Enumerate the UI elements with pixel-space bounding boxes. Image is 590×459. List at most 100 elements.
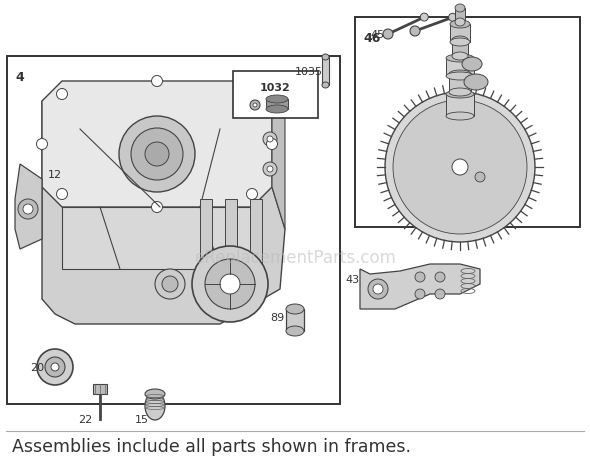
Ellipse shape [145, 389, 165, 399]
Circle shape [192, 246, 268, 322]
Bar [200, 200, 212, 269]
Circle shape [220, 274, 240, 294]
Circle shape [452, 160, 468, 176]
Circle shape [435, 272, 445, 282]
Circle shape [385, 93, 535, 242]
Circle shape [267, 167, 273, 173]
Ellipse shape [462, 58, 482, 72]
Circle shape [267, 139, 277, 150]
Circle shape [263, 133, 277, 147]
Bar [233, 72, 318, 119]
Ellipse shape [449, 89, 471, 97]
Text: 12: 12 [48, 170, 62, 179]
Text: 20: 20 [30, 362, 44, 372]
Circle shape [205, 259, 255, 309]
Ellipse shape [446, 91, 474, 99]
Circle shape [448, 14, 457, 22]
Text: 46: 46 [363, 32, 381, 45]
Ellipse shape [446, 73, 474, 81]
Bar [446, 59, 474, 77]
Text: eReplacementParts.com: eReplacementParts.com [194, 248, 396, 266]
Text: 1035: 1035 [295, 67, 323, 77]
Circle shape [415, 289, 425, 299]
Text: 4: 4 [15, 71, 24, 84]
Ellipse shape [286, 304, 304, 314]
Ellipse shape [450, 39, 470, 47]
Bar [446, 95, 474, 117]
Ellipse shape [452, 53, 468, 61]
Text: 1032: 1032 [260, 83, 291, 93]
Circle shape [247, 189, 257, 200]
Ellipse shape [266, 106, 288, 114]
Ellipse shape [449, 71, 471, 79]
Ellipse shape [464, 75, 488, 91]
Circle shape [37, 349, 73, 385]
Circle shape [373, 285, 383, 294]
Circle shape [383, 30, 393, 40]
Ellipse shape [446, 55, 474, 63]
Circle shape [410, 27, 420, 37]
Ellipse shape [455, 19, 465, 27]
Circle shape [247, 90, 257, 100]
Polygon shape [272, 102, 285, 230]
Circle shape [155, 269, 185, 299]
Circle shape [45, 357, 65, 377]
Circle shape [162, 276, 178, 292]
Circle shape [23, 205, 33, 214]
Circle shape [250, 101, 260, 111]
Bar [286, 309, 304, 331]
Polygon shape [360, 264, 480, 309]
Circle shape [37, 139, 48, 150]
Circle shape [263, 103, 277, 117]
Ellipse shape [145, 392, 165, 420]
Circle shape [368, 280, 388, 299]
Text: 45: 45 [370, 30, 384, 40]
Bar [250, 200, 262, 269]
Bar [93, 384, 107, 394]
Text: 15: 15 [135, 414, 149, 424]
Ellipse shape [286, 326, 304, 336]
Bar [450, 25, 470, 43]
Circle shape [253, 104, 257, 108]
Ellipse shape [452, 37, 468, 45]
Bar [455, 9, 465, 23]
Circle shape [57, 189, 67, 200]
Circle shape [145, 143, 169, 167]
Ellipse shape [322, 83, 329, 89]
Text: 43: 43 [345, 274, 359, 285]
Bar [225, 200, 237, 269]
Circle shape [152, 202, 162, 213]
Circle shape [267, 107, 273, 113]
Text: Assemblies include all parts shown in frames.: Assemblies include all parts shown in fr… [12, 437, 411, 455]
Circle shape [435, 289, 445, 299]
Polygon shape [15, 165, 42, 249]
Ellipse shape [446, 113, 474, 121]
Ellipse shape [455, 5, 465, 13]
Bar [7, 57, 340, 404]
Circle shape [152, 76, 162, 87]
Bar [452, 41, 468, 57]
Circle shape [393, 101, 527, 235]
Polygon shape [62, 207, 252, 269]
Bar [322, 58, 329, 86]
Ellipse shape [266, 96, 288, 104]
Text: 22: 22 [78, 414, 92, 424]
Circle shape [415, 272, 425, 282]
Ellipse shape [322, 55, 329, 61]
Ellipse shape [450, 21, 470, 29]
Circle shape [18, 200, 38, 219]
Circle shape [475, 173, 485, 183]
Text: 89: 89 [270, 312, 284, 322]
Circle shape [263, 162, 277, 177]
Circle shape [420, 14, 428, 22]
Circle shape [131, 129, 183, 180]
Bar [266, 100, 288, 110]
Circle shape [267, 137, 273, 143]
Bar [355, 18, 580, 228]
Polygon shape [42, 102, 285, 325]
Bar [449, 75, 471, 93]
Circle shape [51, 363, 59, 371]
Circle shape [57, 90, 67, 100]
Circle shape [119, 117, 195, 193]
Polygon shape [42, 82, 272, 207]
